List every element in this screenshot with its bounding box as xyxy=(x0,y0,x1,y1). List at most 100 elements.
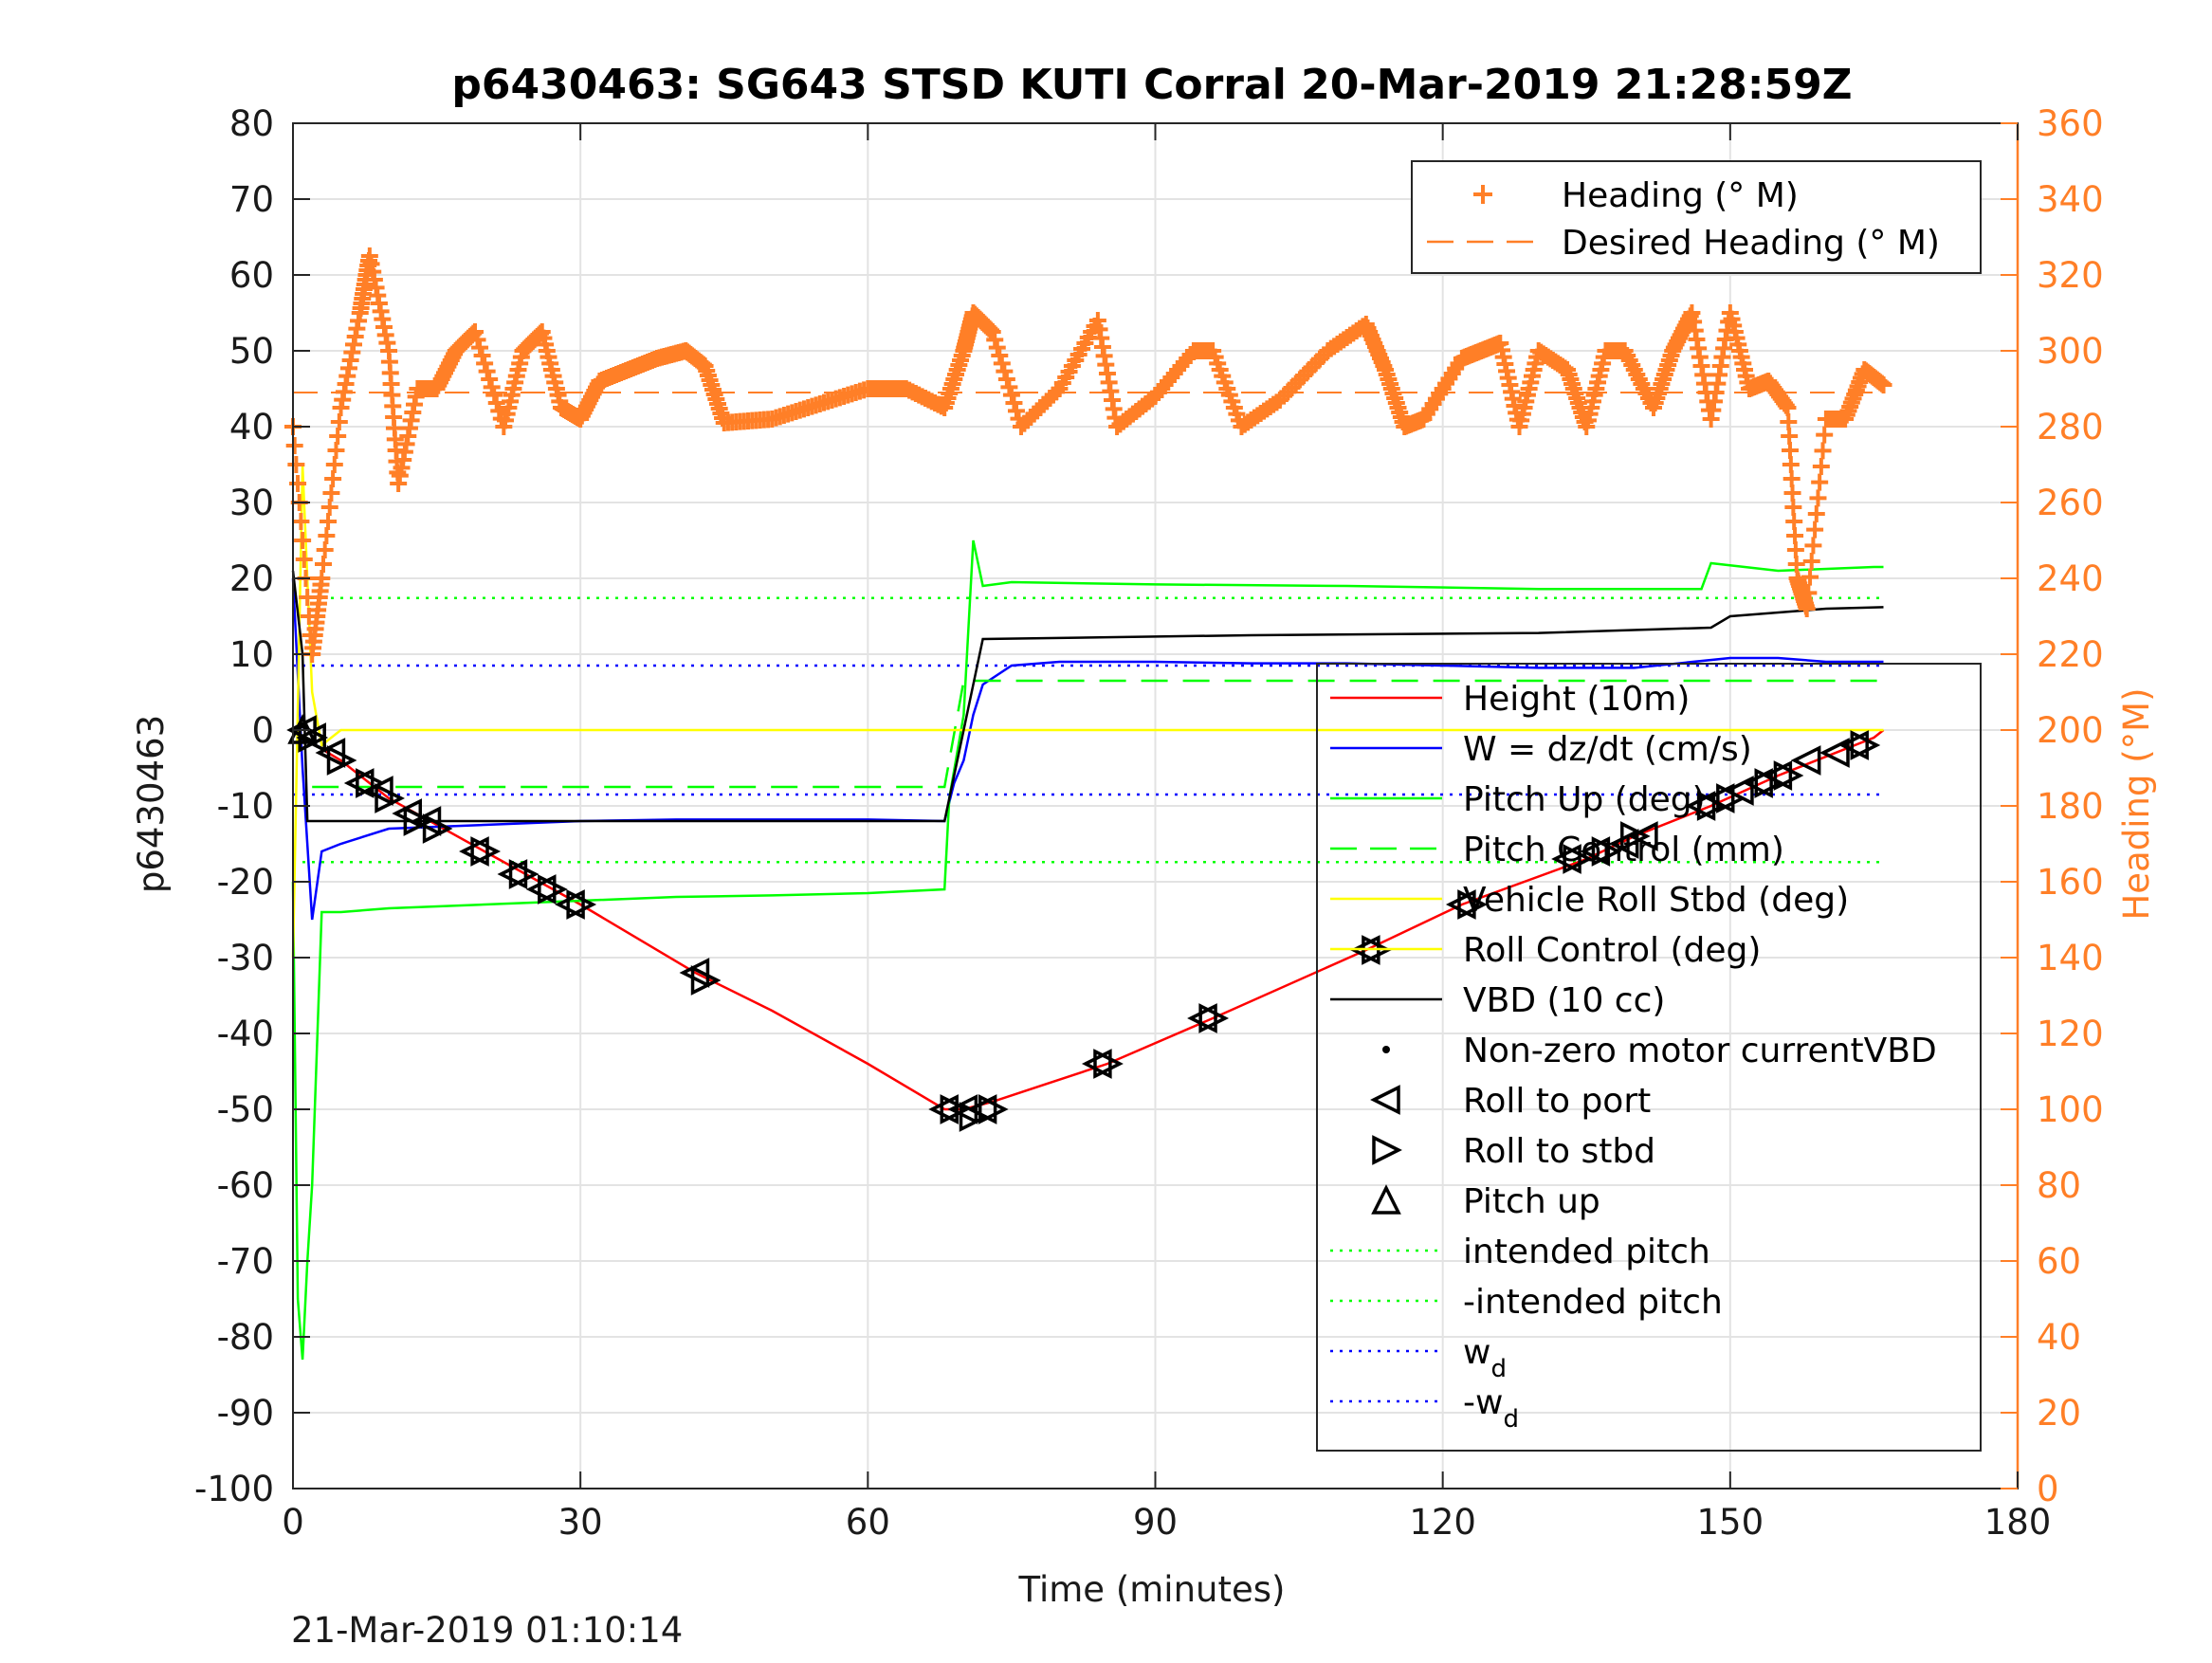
roll-port-marker xyxy=(1081,1049,1112,1079)
roll-stbd-marker xyxy=(959,1102,990,1132)
roll-port-marker xyxy=(392,798,423,829)
y-tick-label-right: 200 xyxy=(2037,710,2104,751)
legend-main-label: Pitch Up (deg) xyxy=(1463,780,1706,819)
plot-layer: 0 30 60 90 120 150 18080706050403020100-10-20-… xyxy=(194,103,2104,1543)
y-tick-label-right: 220 xyxy=(2037,634,2104,675)
y-tick-label-left: -70 xyxy=(217,1241,274,1282)
x-axis-label: Time (minutes) xyxy=(1018,1569,1286,1610)
y-tick-label-left: 70 xyxy=(229,179,274,220)
legend-main-label: Pitch up xyxy=(1463,1182,1600,1221)
roll-port-marker xyxy=(343,768,375,798)
y-tick-label-right: 0 xyxy=(2037,1469,2059,1509)
y-tick-label-left: -40 xyxy=(217,1014,274,1054)
y-tick-label-right: 80 xyxy=(2037,1165,2081,1206)
y-tick-label-right: 40 xyxy=(2037,1317,2081,1358)
roll-port-marker xyxy=(1743,768,1773,798)
legend-main-symbol xyxy=(1382,1046,1390,1053)
legend-main-label: -intended pitch xyxy=(1463,1283,1723,1322)
legend-main-label: Roll Control (deg) xyxy=(1463,931,1761,970)
series-line-vehicle-roll-stbd-deg xyxy=(291,464,1884,959)
y-tick-label-right: 100 xyxy=(2037,1089,2104,1130)
y-axis-label-right: Heading (°M) xyxy=(2116,687,2157,920)
legend-main-label: VBD (10 cc) xyxy=(1463,981,1665,1020)
legend-main-symbol xyxy=(1371,1184,1401,1215)
y-tick-label-left: 80 xyxy=(229,103,274,144)
roll-port-marker xyxy=(947,1094,978,1124)
y-tick-label-left: 10 xyxy=(229,634,274,675)
y-tick-label-left: -90 xyxy=(217,1393,274,1434)
x-tick-label: 30 xyxy=(558,1502,603,1543)
y-tick-label-left: -50 xyxy=(217,1089,274,1130)
y-tick-label-left: 60 xyxy=(229,255,274,296)
roll-stbd-marker xyxy=(1563,844,1594,874)
roll-stbd-marker xyxy=(1093,1049,1124,1079)
roll-port-marker xyxy=(1685,791,1716,821)
roll-port-marker xyxy=(1445,889,1476,920)
roll-stbd-marker xyxy=(508,859,539,889)
roll-stbd-marker xyxy=(356,768,386,798)
chart-title: p6430463: SG643 STSD KUTI Corral 20-Mar-… xyxy=(451,61,1852,109)
y-tick-label-left: -80 xyxy=(217,1317,274,1358)
roll-stbd-marker xyxy=(1620,821,1651,851)
roll-port-marker xyxy=(497,859,528,889)
y-tick-label-left: -20 xyxy=(217,862,274,903)
legend-top-symbol xyxy=(1473,185,1492,204)
roll-port-marker xyxy=(1819,738,1850,768)
legend-top-box xyxy=(1411,160,1982,274)
y-tick-label-left: -10 xyxy=(217,786,274,827)
y-tick-label-right: 280 xyxy=(2037,407,2104,448)
x-tick-label: 150 xyxy=(1697,1502,1764,1543)
roll-port-marker xyxy=(1608,829,1639,859)
roll-stbd-marker xyxy=(940,1094,971,1124)
legend-main-label: Roll to port xyxy=(1463,1082,1651,1121)
y-tick-label-left: -100 xyxy=(194,1469,274,1509)
roll-port-marker xyxy=(459,836,489,867)
roll-port-marker xyxy=(1580,836,1611,867)
series-line-vbd-10-cc xyxy=(291,570,1884,823)
y-tick-label-left: 20 xyxy=(229,558,274,599)
roll-stbd-marker xyxy=(403,806,434,836)
y-tick-label-right: 340 xyxy=(2037,179,2104,220)
footer-timestamp: 21-Mar-2019 01:10:14 xyxy=(291,1610,683,1651)
roll-stbd-marker xyxy=(422,813,453,844)
legend-top-label: Heading (° M) xyxy=(1562,176,1799,215)
series-line-w-dz-dt-cm-s xyxy=(291,577,1884,921)
y-tick-label-right: 300 xyxy=(2037,331,2104,372)
roll-port-marker xyxy=(1627,821,1658,851)
legend-main-symbol xyxy=(1370,1085,1400,1115)
legend-main-label: W = dz/dt (cm/s) xyxy=(1463,730,1752,769)
roll-port-marker xyxy=(1187,1003,1217,1033)
y-tick-label-left: 40 xyxy=(229,407,274,448)
y-tick-label-right: 260 xyxy=(2037,483,2104,523)
legend-main-symbol xyxy=(1372,1135,1402,1165)
roll-stbd-marker xyxy=(375,783,405,813)
roll-stbd-marker xyxy=(1457,889,1488,920)
roll-stbd-marker xyxy=(978,1094,1009,1124)
roll-stbd-marker xyxy=(326,745,357,776)
roll-stbd-marker xyxy=(470,836,502,867)
legend-top-label: Desired Heading (° M) xyxy=(1562,224,1940,263)
legend-main-label: intended pitch xyxy=(1463,1233,1710,1271)
legend-main-label: Height (10m) xyxy=(1463,680,1690,719)
x-tick-label: 180 xyxy=(1984,1502,2052,1543)
y-tick-label-left: -30 xyxy=(217,938,274,978)
roll-stbd-marker xyxy=(566,889,597,920)
x-tick-label: 90 xyxy=(1133,1502,1178,1543)
y-tick-label-right: 180 xyxy=(2037,786,2104,827)
x-tick-label: 60 xyxy=(846,1502,890,1543)
roll-port-marker xyxy=(1838,730,1869,760)
roll-port-marker xyxy=(1790,745,1821,776)
y-tick-label-left: 50 xyxy=(229,331,274,372)
y-tick-label-right: 320 xyxy=(2037,255,2104,296)
legend-main-label: Pitch Control (mm) xyxy=(1463,831,1784,869)
legend-main-label: Vehicle Roll Stbd (deg) xyxy=(1463,881,1849,920)
legend-main-box xyxy=(1316,663,1982,1452)
roll-stbd-marker xyxy=(1716,783,1746,813)
y-tick-label-right: 120 xyxy=(2037,1014,2104,1054)
y-tick-label-left: 0 xyxy=(251,710,274,751)
y-tick-label-left: -60 xyxy=(217,1165,274,1206)
y-tick-label-right: 140 xyxy=(2037,938,2104,978)
y-tick-label-right: 360 xyxy=(2037,103,2104,144)
